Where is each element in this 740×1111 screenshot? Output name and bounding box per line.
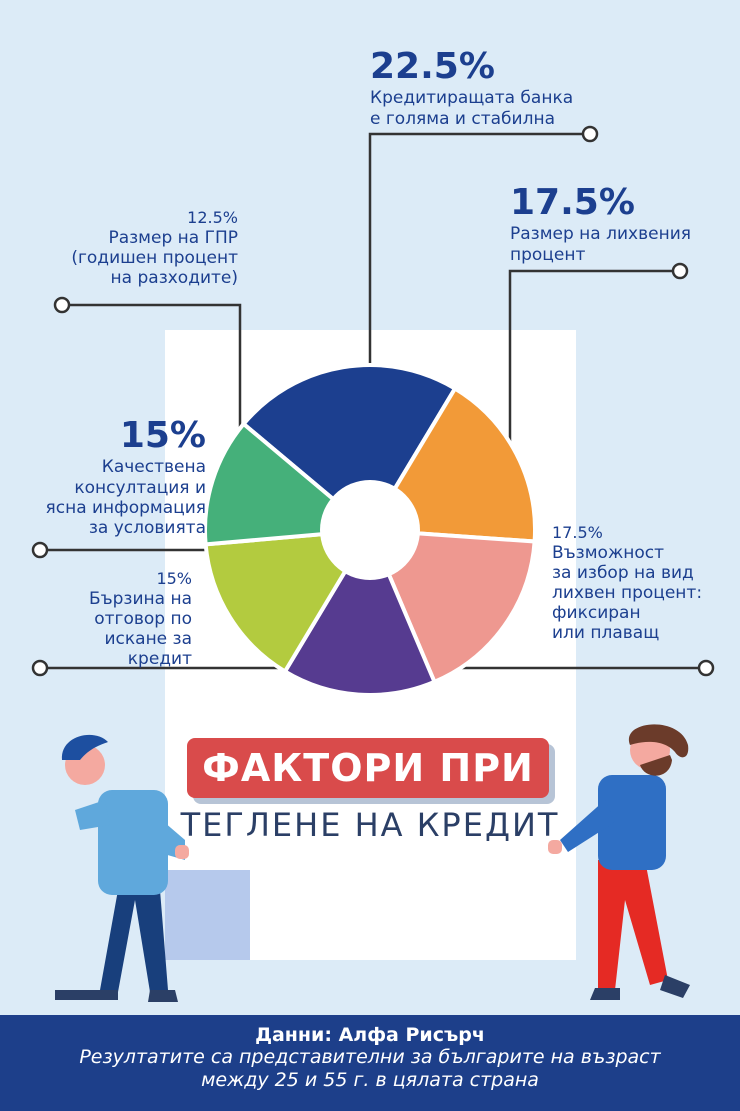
label-consult-line-3: ясна информация xyxy=(45,497,207,518)
leader-line-rate xyxy=(508,269,674,445)
label-consult-line-1: Качествена xyxy=(101,457,206,478)
leader-line-bank xyxy=(368,132,584,365)
label-rate-line-1: Размер на лихвения xyxy=(510,224,691,245)
label-choice-line-3: лихвен процент: xyxy=(552,582,703,603)
pie-slice-speed xyxy=(282,525,438,697)
title-banner: ФАКТОРИ ПРИ xyxy=(187,738,549,798)
label-choice: 17.5% Възможност за избор на вид лихвен … xyxy=(552,523,703,644)
person-right-illustration xyxy=(548,724,690,1000)
donut-chart xyxy=(203,363,537,697)
footer-note-line-1: Резултатите са представителни за българи… xyxy=(79,1046,661,1068)
label-speed-percent: 15% xyxy=(156,569,192,588)
pie-slice-choice xyxy=(366,527,537,685)
leader-lines xyxy=(46,132,700,670)
pie-slice-bank xyxy=(240,363,458,534)
label-gpr-percent: 12.5% xyxy=(187,208,238,227)
label-choice-percent: 17.5% xyxy=(552,523,603,542)
label-speed-line-1: Бързина на xyxy=(88,588,192,609)
label-gpr-line-1: Размер на ГПР xyxy=(108,227,238,248)
label-bank: 22.5% Кредитиращата банка е голяма и ста… xyxy=(370,46,573,129)
label-speed-line-3: искане за кредит xyxy=(104,628,192,670)
label-bank-line-1: Кредитиращата банка xyxy=(370,88,574,109)
label-gpr-line-3: на разходите) xyxy=(110,267,238,288)
paper-fold xyxy=(165,870,250,960)
label-speed: 15% Бързина на отговор по искане за кред… xyxy=(40,569,192,670)
leader-dot-bank xyxy=(581,125,599,143)
label-rate-percent: 17.5% xyxy=(510,182,635,223)
label-consult: 15% Качествена консултация и ясна информ… xyxy=(40,415,207,538)
leader-line-gpr xyxy=(68,303,242,435)
label-speed-line-2: отговор по xyxy=(94,608,192,629)
pie-slice-consult xyxy=(203,527,374,675)
leader-dots xyxy=(31,125,715,677)
leader-dot-speed xyxy=(31,659,49,677)
label-consult-line-2: консултация и xyxy=(74,477,206,498)
leader-dot-rate xyxy=(671,262,689,280)
label-bank-percent: 22.5% xyxy=(370,46,495,87)
person-left-illustration xyxy=(55,734,189,1002)
chart-subtitle: ТЕГЛЕНЕ НА КРЕДИТ xyxy=(180,806,560,844)
label-bank-line-2: е голяма и стабилна xyxy=(370,108,555,129)
footer: Данни: Алфа Рисърч Резултатите са предст… xyxy=(0,1015,740,1111)
label-choice-line-4: фиксиран xyxy=(552,603,641,624)
leader-dot-gpr xyxy=(53,296,71,314)
data-source: Данни: Алфа Рисърч xyxy=(255,1024,485,1046)
donut-hole xyxy=(320,480,420,580)
label-gpr: 12.5% Размер на ГПР (годишен процент на … xyxy=(60,208,238,288)
footer-note-line-2: между 25 и 55 г. в цялата страна xyxy=(201,1068,539,1091)
label-choice-line-1: Възможност xyxy=(552,542,665,563)
chart-title: ФАКТОРИ ПРИ xyxy=(202,746,534,790)
label-rate: 17.5% Размер на лихвения процент xyxy=(510,182,691,265)
label-gpr-line-2: (годишен процент xyxy=(71,247,238,268)
label-rate-line-2: процент xyxy=(510,244,586,265)
label-choice-line-5: или плаващ xyxy=(552,623,660,644)
leader-dot-consult xyxy=(31,541,49,559)
label-consult-line-4: за условията xyxy=(88,517,206,538)
label-choice-line-2: за избор на вид xyxy=(552,562,694,583)
label-consult-percent: 15% xyxy=(119,415,206,456)
leader-dot-choice xyxy=(697,659,715,677)
